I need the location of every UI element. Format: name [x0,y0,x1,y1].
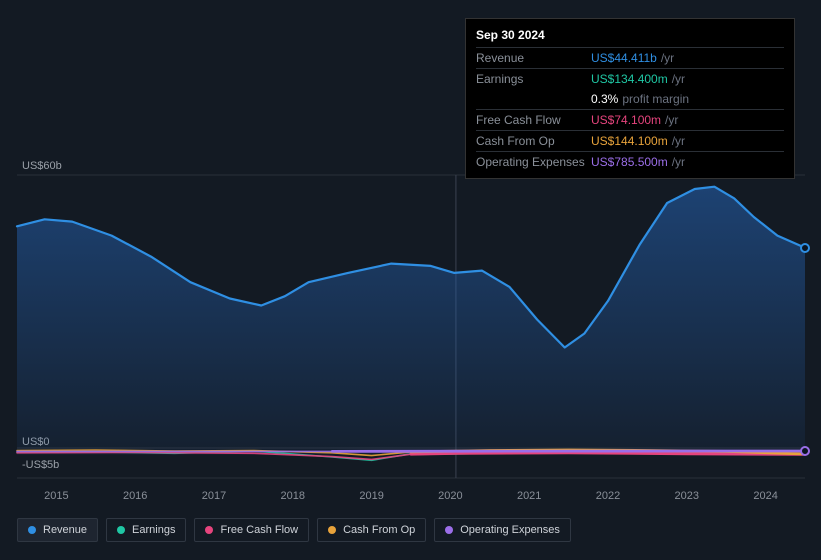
series-end-marker [800,446,810,456]
legend-item-cash-from-op[interactable]: Cash From Op [317,518,426,542]
x-label: 2019 [359,490,383,502]
tooltip-row: Free Cash FlowUS$74.100m/yr [476,109,784,130]
legend-item-earnings[interactable]: Earnings [106,518,186,542]
legend-item-free-cash-flow[interactable]: Free Cash Flow [194,518,309,542]
legend-dot [445,526,453,534]
tooltip-row: Cash From OpUS$144.100m/yr [476,130,784,151]
legend: Revenue Earnings Free Cash Flow Cash From O… [17,518,571,542]
tooltip-row-value: US$44.411b/yr [591,51,674,65]
legend-label: Operating Expenses [460,524,560,536]
tooltip-row-value: US$134.400m/yr [591,72,685,86]
tooltip-row-label: Revenue [476,51,591,65]
chart-container: { "tooltip": { "left": 465, "top": 18, "… [0,0,821,560]
legend-label: Earnings [132,524,175,536]
tooltip-row-value: US$785.500m/yr [591,155,685,169]
tooltip-row-label [476,92,591,106]
x-label: 2015 [44,490,68,502]
tooltip-row-value: 0.3%profit margin [591,92,689,106]
x-label: 2016 [123,490,147,502]
legend-label: Cash From Op [343,524,415,536]
legend-item-revenue[interactable]: Revenue [17,518,98,542]
chart-plot [17,175,805,478]
tooltip-row: RevenueUS$44.411b/yr [476,47,784,68]
x-label: 2021 [517,490,541,502]
x-label: 2020 [438,490,462,502]
y-label-max: US$60b [22,160,62,172]
legend-label: Revenue [43,524,87,536]
tooltip-row-label: Earnings [476,72,591,86]
tooltip-row-label: Cash From Op [476,134,591,148]
legend-dot [117,526,125,534]
legend-item-operating-expenses[interactable]: Operating Expenses [434,518,571,542]
x-label: 2024 [753,490,777,502]
tooltip-row-label: Free Cash Flow [476,113,591,127]
tooltip-row: EarningsUS$134.400m/yr [476,68,784,89]
x-label: 2018 [281,490,305,502]
tooltip: Sep 30 2024 RevenueUS$44.411b/yrEarnings… [465,18,795,179]
series-end-marker [800,243,810,253]
legend-label: Free Cash Flow [220,524,298,536]
tooltip-row-label: Operating Expenses [476,155,591,169]
legend-dot [28,526,36,534]
tooltip-row: 0.3%profit margin [476,89,784,109]
legend-dot [328,526,336,534]
tooltip-row-value: US$74.100m/yr [591,113,678,127]
tooltip-title: Sep 30 2024 [476,25,784,47]
x-label: 2023 [675,490,699,502]
legend-dot [205,526,213,534]
tooltip-row-value: US$144.100m/yr [591,134,685,148]
x-label: 2022 [596,490,620,502]
tooltip-row: Operating ExpensesUS$785.500m/yr [476,151,784,172]
x-label: 2017 [202,490,226,502]
